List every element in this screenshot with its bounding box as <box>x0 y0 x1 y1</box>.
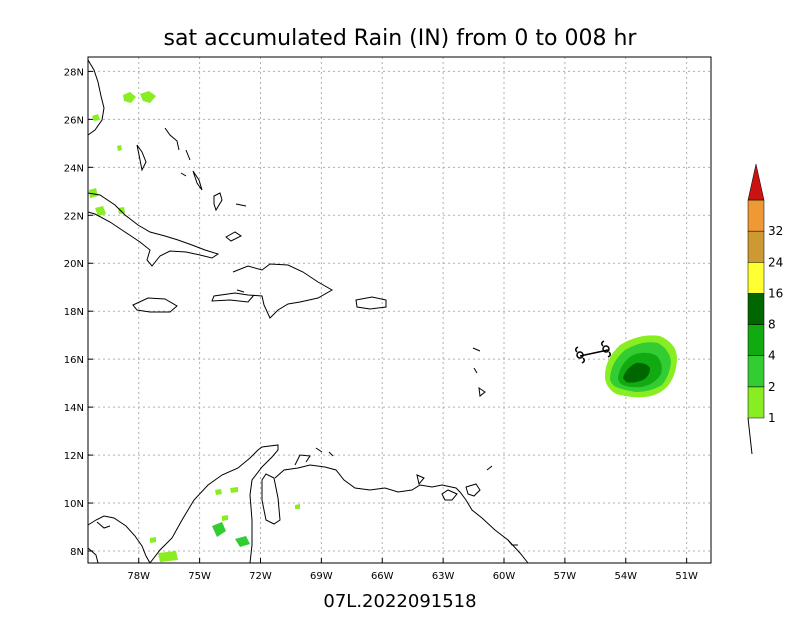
coast-antilles <box>478 386 486 397</box>
colorbar-swatch <box>747 230 765 263</box>
lon-tick-label: 57W <box>554 571 577 582</box>
rain-patch <box>222 515 228 521</box>
rain-patch <box>150 537 156 543</box>
lon-tick-label: 69W <box>310 571 333 582</box>
rain-patch <box>158 551 178 562</box>
coast-trinidad <box>465 483 481 497</box>
coast-bahamas <box>225 231 242 242</box>
lon-tick-label: 60W <box>493 571 516 582</box>
lat-tick-label: 20N <box>64 259 84 270</box>
coast-central-america <box>96 521 111 529</box>
lon-tick-label: 54W <box>614 571 637 582</box>
lon-tick-label: 51W <box>675 571 698 582</box>
coast-guyana <box>507 539 518 546</box>
rain-patch <box>235 536 250 547</box>
lat-tick-label: 10N <box>64 499 84 510</box>
lat-tick-label: 18N <box>64 307 84 318</box>
coast-central-america <box>87 547 99 564</box>
lat-tick-label: 22N <box>64 211 84 222</box>
coastlines <box>87 59 529 564</box>
colorbar-label: 1 <box>768 411 776 425</box>
lon-tick-label: 66W <box>371 571 394 582</box>
axis-labels: 28N 26N 24N 22N 20N 18N 16N 14N 12N 10N 8N 78W 75W 72… <box>64 67 698 582</box>
rain-patch <box>95 206 106 216</box>
coast-islands <box>328 451 334 457</box>
colorbar-swatch <box>747 262 765 294</box>
colorbar-top-cap <box>747 163 765 201</box>
coast-islands <box>315 447 323 453</box>
coast-cuba <box>87 192 220 267</box>
coast-antilles <box>473 367 478 374</box>
map-frame <box>87 56 712 564</box>
colorbar-label: 16 <box>768 286 783 300</box>
coast-antilles <box>486 465 493 471</box>
colorbar-label: 24 <box>768 255 783 269</box>
rain-patch <box>212 522 226 537</box>
lon-tick-label: 63W <box>432 571 455 582</box>
rain-patch <box>123 92 136 103</box>
colorbar-swatch <box>747 386 765 419</box>
colorbar-bottom-tail <box>747 417 753 455</box>
rain-patch <box>89 188 98 198</box>
rain-patch <box>117 145 122 151</box>
rain-patches <box>89 91 677 562</box>
grid-lines <box>88 57 711 563</box>
rain-patch <box>215 489 222 495</box>
lat-tick-label: 26N <box>64 115 84 126</box>
colorbar-label: 4 <box>768 349 776 363</box>
coast-bahamas <box>235 203 247 207</box>
hurricane-symbol-icon <box>574 346 586 364</box>
coast-florida <box>87 59 105 136</box>
colorbar-swatch <box>747 355 765 388</box>
map-title: sat accumulated Rain (IN) from 0 to 008 … <box>164 26 638 51</box>
coast-antilles <box>416 474 425 486</box>
lon-tick-label: 78W <box>127 571 150 582</box>
coast-bahamas <box>192 170 203 191</box>
rain-patch <box>230 487 238 493</box>
lon-tick-label: 72W <box>249 571 272 582</box>
coast-bahamas <box>213 192 223 212</box>
coast-hispaniola <box>236 289 245 293</box>
coast-jamaica <box>132 297 178 313</box>
storm-track <box>574 340 612 364</box>
rain-patch <box>118 207 125 214</box>
lon-tick-label: 75W <box>188 571 211 582</box>
colorbar-label: 2 <box>768 380 776 394</box>
colorbar-swatch <box>747 293 765 325</box>
colorbar-swatch <box>747 199 765 232</box>
colorbar-label: 32 <box>768 224 783 238</box>
footer-label: 07L.2022091518 <box>323 591 476 612</box>
coast-colombia <box>149 444 279 564</box>
coast-puerto-rico <box>355 296 387 310</box>
coast-venezuela <box>274 464 529 564</box>
lat-tick-label: 24N <box>64 163 84 174</box>
colorbar-label: 8 <box>768 318 776 332</box>
rain-patch <box>140 91 156 103</box>
rain-patch <box>295 504 300 509</box>
coast-trinidad <box>441 489 458 501</box>
coast-bahamas <box>180 172 187 177</box>
lat-tick-label: 16N <box>64 355 84 366</box>
hurricane-symbol-icon <box>600 340 612 358</box>
lat-tick-label: 8N <box>70 547 84 558</box>
lat-tick-label: 28N <box>64 67 84 78</box>
coast-bahamas <box>185 149 191 161</box>
coast-bahamas <box>164 127 180 151</box>
coast-central-america <box>87 515 151 564</box>
lat-tick-label: 14N <box>64 403 84 414</box>
coast-lake-maracaibo <box>261 473 281 525</box>
rain-area-8in <box>623 362 650 383</box>
rain-patch <box>92 114 100 121</box>
colorbar-swatch <box>747 324 765 356</box>
coast-hispaniola <box>211 263 334 319</box>
coast-bahamas <box>136 144 147 172</box>
map-background <box>88 57 711 563</box>
lat-tick-label: 12N <box>64 451 84 462</box>
coast-antilles <box>472 347 481 352</box>
coast-venezuela <box>294 454 311 466</box>
